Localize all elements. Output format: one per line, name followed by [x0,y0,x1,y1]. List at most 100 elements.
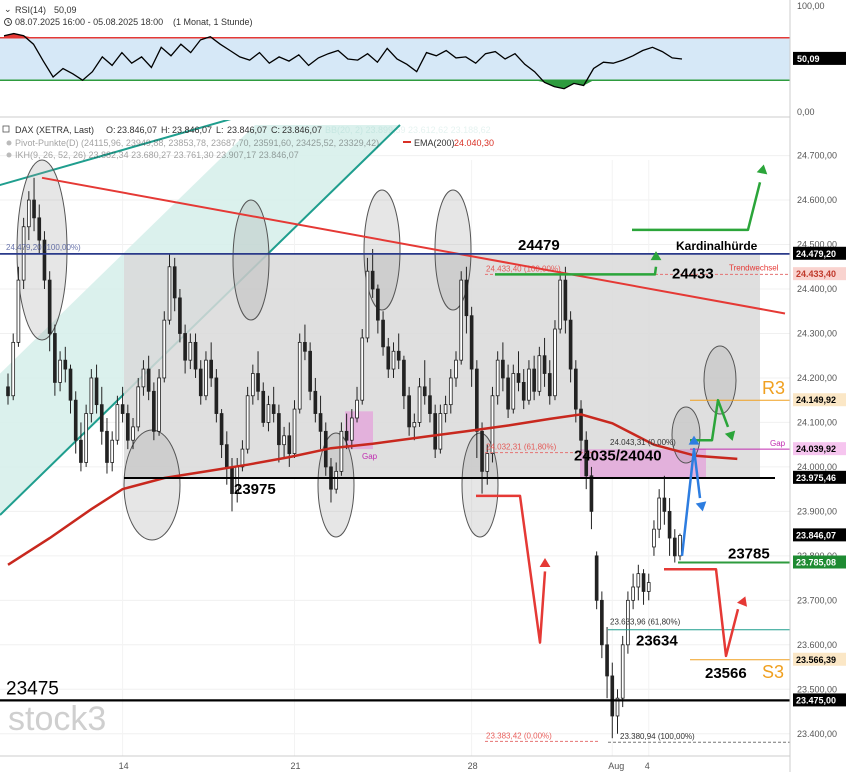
candle-body [42,239,47,281]
time-tick-label: 4 [645,761,650,771]
clock-icon [4,18,12,26]
gap-label-left: Gap [362,452,378,461]
candle-body [349,417,354,441]
candle-body [386,346,391,370]
stock3-watermark: stock3 [8,700,106,738]
arrow-green-24433 [495,266,658,276]
candle-body [105,430,109,463]
trendwechsel-label: Trendwechsel [729,263,779,272]
candle-body [84,413,88,463]
ema-label: EMA(200) [414,138,455,148]
candle-body [334,470,339,490]
price-tag-label: 23.785,08 [796,557,836,567]
candle-body [365,270,370,339]
ema200-line [7,413,738,566]
price-tick-label: 24.500,00 [797,240,837,250]
candle-body [667,510,672,539]
ohlc-value: 23.846,07 [282,125,322,135]
price-tag-label: 24.433,40 [796,269,836,279]
arrowhead-red-aug [736,596,748,607]
chevron-icon[interactable]: ⌄ [4,4,12,14]
candle-body [573,368,578,410]
gap-label-right: Gap [770,439,786,448]
candle-body [146,368,151,392]
candle-body [646,582,651,592]
candle-body [641,573,646,592]
candle-body [407,395,411,428]
r3-label: R3 [762,378,785,398]
swing-ellipse [123,429,181,541]
price-tag-label: 24.039,92 [796,444,836,454]
candle-body [402,359,406,397]
price-tick-label: 23.400,00 [797,729,837,739]
rsi-period-note: (1 Monat, 1 Stunde) [173,17,253,27]
candle-body [464,279,469,317]
price-tick-label: 24.600,00 [797,195,837,205]
rsi-tick-label: 0,00 [797,107,815,117]
candle-body [141,368,146,388]
ohlc-label: O: [106,125,116,135]
candle-body [355,399,359,419]
price-tag [793,528,846,542]
candle-body [198,368,203,397]
candle-body [120,404,125,414]
candle-body [292,408,297,454]
candle-body [27,199,31,228]
swing-ellipse [703,345,737,415]
candle-body [209,359,213,379]
candle-body [589,475,594,512]
candle-body [678,535,682,557]
candle-body [553,328,557,397]
price-tag [793,470,846,484]
price-tag-label: 23.566,39 [796,655,836,665]
price-tick-label: 23.900,00 [797,506,837,516]
candle-body [376,288,380,321]
candle-body [79,439,83,463]
kardinal-label: Kardinalhürde [676,239,758,253]
candle-body [136,386,141,428]
fib-label-100-top: 24.479,20 (100,00%) [6,243,81,252]
candle-body [636,573,641,588]
candle-body [443,404,448,414]
rsi-current-tag [793,51,846,65]
candle-body [469,315,474,370]
level-labels: 24479 24433 24035/24040 23975 23785 2363… [6,237,786,741]
grid-icon[interactable] [2,125,10,133]
candle-body [297,341,302,410]
level-label-24433: 24433 [672,265,714,282]
ohlc-value: 23.846,07 [227,125,267,135]
time-axis: 14 21 28 Aug 4 [119,761,650,771]
candle-body [516,373,521,383]
candle-body [16,279,21,343]
scenario-arrows [476,164,768,658]
candle-body [495,359,500,397]
price-tag-label: 23.475,00 [796,695,836,705]
candle-body [600,599,604,646]
candle-body [266,404,271,423]
price-tag [793,555,846,569]
candle-body [662,497,667,512]
candle-body [626,599,630,646]
candle-body [152,390,156,432]
candle-body [558,279,563,330]
fib-label-100-low: 23.380,94 (100,00%) [620,732,695,741]
candle-body [433,413,437,450]
candle-body [527,368,531,401]
price-tick-label: 23.600,00 [797,640,837,650]
arrowhead-blue-up [688,435,700,445]
price-header: DAX (XETRA, Last) O: 23.846,07 H: 23.846,07… [2,125,494,160]
level-label-23634: 23634 [636,633,678,650]
arrow-blue [680,447,702,556]
ema-value: 24.040,30 [454,138,494,148]
candle-body [219,413,224,446]
ohlc-label: H: [161,125,170,135]
price-tag [793,393,846,407]
candle-body [256,373,260,392]
candle-body [131,426,135,441]
rsi-current-value: 50,09 [797,54,820,64]
candle-body [547,373,552,397]
fib-label-0-low: 23.383,42 (0,00%) [486,731,552,740]
ohlc-value: 23.846,07 [117,125,157,135]
gap-box-left [345,411,373,450]
rsi-header: ⌄ RSI(14) 50,09 08.07.2025 16:00 - 05.08… [4,4,253,27]
